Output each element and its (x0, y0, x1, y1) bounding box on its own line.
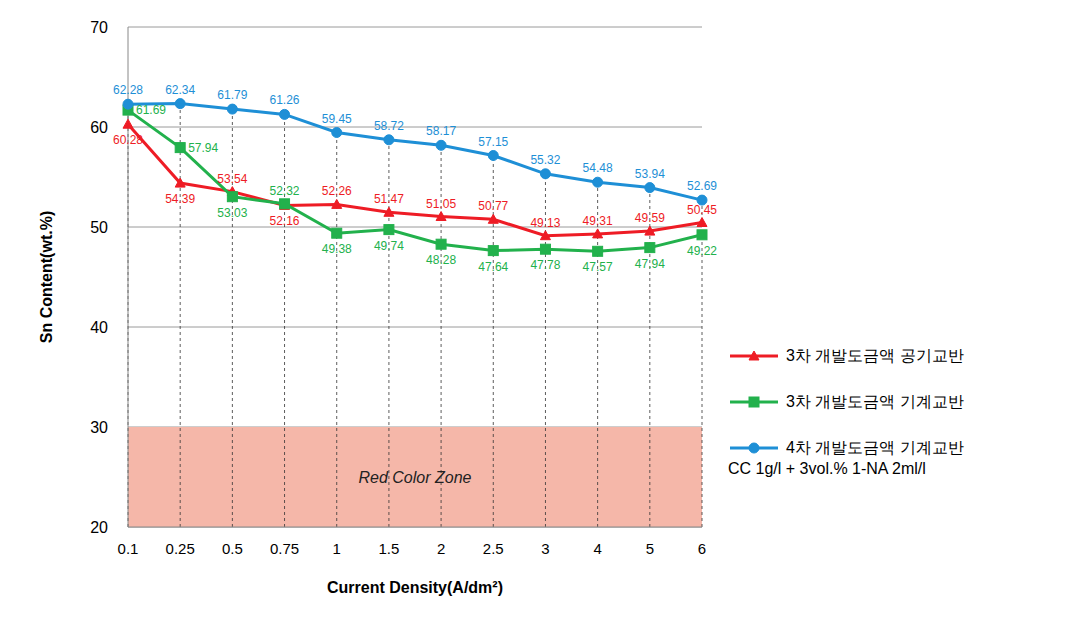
svg-text:55.32: 55.32 (530, 153, 560, 167)
svg-text:47.57: 47.57 (583, 260, 613, 274)
svg-text:47.94: 47.94 (635, 257, 665, 271)
html-text:CC 1g/l + 3vol.% 1-NA 2ml/l: CC 1g/l + 3vol.% 1-NA 2ml/l (728, 460, 926, 477)
svg-text:61.26: 61.26 (270, 93, 300, 107)
svg-text:Red Color Zone: Red Color Zone (359, 469, 472, 486)
svg-text:52.32: 52.32 (270, 184, 300, 198)
svg-text:3: 3 (541, 540, 549, 557)
svg-text:52.16: 52.16 (270, 214, 300, 228)
svg-text:50.77: 50.77 (478, 199, 508, 213)
svg-text:60.28: 60.28 (113, 133, 143, 147)
svg-text:53.54: 53.54 (217, 172, 247, 186)
html-text:4차 개발도금액 기계교반: 4차 개발도금액 기계교반 (786, 438, 964, 456)
svg-text:49.38: 49.38 (322, 242, 352, 256)
svg-text:Current Density(A/dm²): Current Density(A/dm²) (327, 579, 503, 596)
svg-text:50: 50 (90, 219, 108, 236)
svg-text:70: 70 (90, 19, 108, 36)
svg-text:57.94: 57.94 (188, 141, 218, 155)
svg-text:1: 1 (333, 540, 341, 557)
svg-text:5: 5 (646, 540, 654, 557)
svg-text:52.26: 52.26 (322, 184, 352, 198)
svg-text:1.5: 1.5 (378, 540, 399, 557)
svg-text:2.5: 2.5 (483, 540, 504, 557)
svg-text:0.5: 0.5 (222, 540, 243, 557)
svg-text:49.31: 49.31 (583, 214, 613, 228)
svg-text:62.34: 62.34 (165, 83, 195, 97)
svg-text:61.79: 61.79 (217, 88, 247, 102)
svg-text:Sn Content(wt.%): Sn Content(wt.%) (38, 211, 55, 343)
svg-text:51.05: 51.05 (426, 197, 456, 211)
svg-text:30: 30 (90, 419, 108, 436)
svg-text:53.94: 53.94 (635, 167, 665, 181)
svg-text:49.74: 49.74 (374, 239, 404, 253)
svg-text:60: 60 (90, 119, 108, 136)
svg-text:58.72: 58.72 (374, 119, 404, 133)
svg-text:47.78: 47.78 (530, 258, 560, 272)
svg-text:40: 40 (90, 319, 108, 336)
svg-text:62.28: 62.28 (113, 83, 143, 97)
svg-text:20: 20 (90, 519, 108, 536)
svg-text:53.03: 53.03 (217, 206, 247, 220)
svg-text:49.13: 49.13 (530, 216, 560, 230)
svg-text:49.59: 49.59 (635, 211, 665, 225)
svg-text:48.28: 48.28 (426, 253, 456, 267)
html-text:3차 개발도금액 기계교반: 3차 개발도금액 기계교반 (786, 392, 964, 410)
html-text:3차 개발도금액 공기교반: 3차 개발도금액 공기교반 (786, 346, 964, 364)
svg-text:50.45: 50.45 (687, 203, 717, 217)
svg-text:57.15: 57.15 (478, 135, 508, 149)
svg-text:54.48: 54.48 (583, 161, 613, 175)
svg-text:54.39: 54.39 (165, 192, 195, 206)
svg-text:49.22: 49.22 (687, 244, 717, 258)
svg-text:58.17: 58.17 (426, 124, 456, 138)
svg-text:47.64: 47.64 (478, 260, 508, 274)
svg-text:0.75: 0.75 (270, 540, 299, 557)
svg-text:59.45: 59.45 (322, 112, 352, 126)
svg-text:2: 2 (437, 540, 445, 557)
svg-text:61.69: 61.69 (136, 103, 166, 117)
svg-text:51.47: 51.47 (374, 192, 404, 206)
svg-text:52.69: 52.69 (687, 179, 717, 193)
svg-text:0.1: 0.1 (118, 540, 139, 557)
svg-text:0.25: 0.25 (166, 540, 195, 557)
svg-text:6: 6 (698, 540, 706, 557)
svg-text:4: 4 (593, 540, 601, 557)
